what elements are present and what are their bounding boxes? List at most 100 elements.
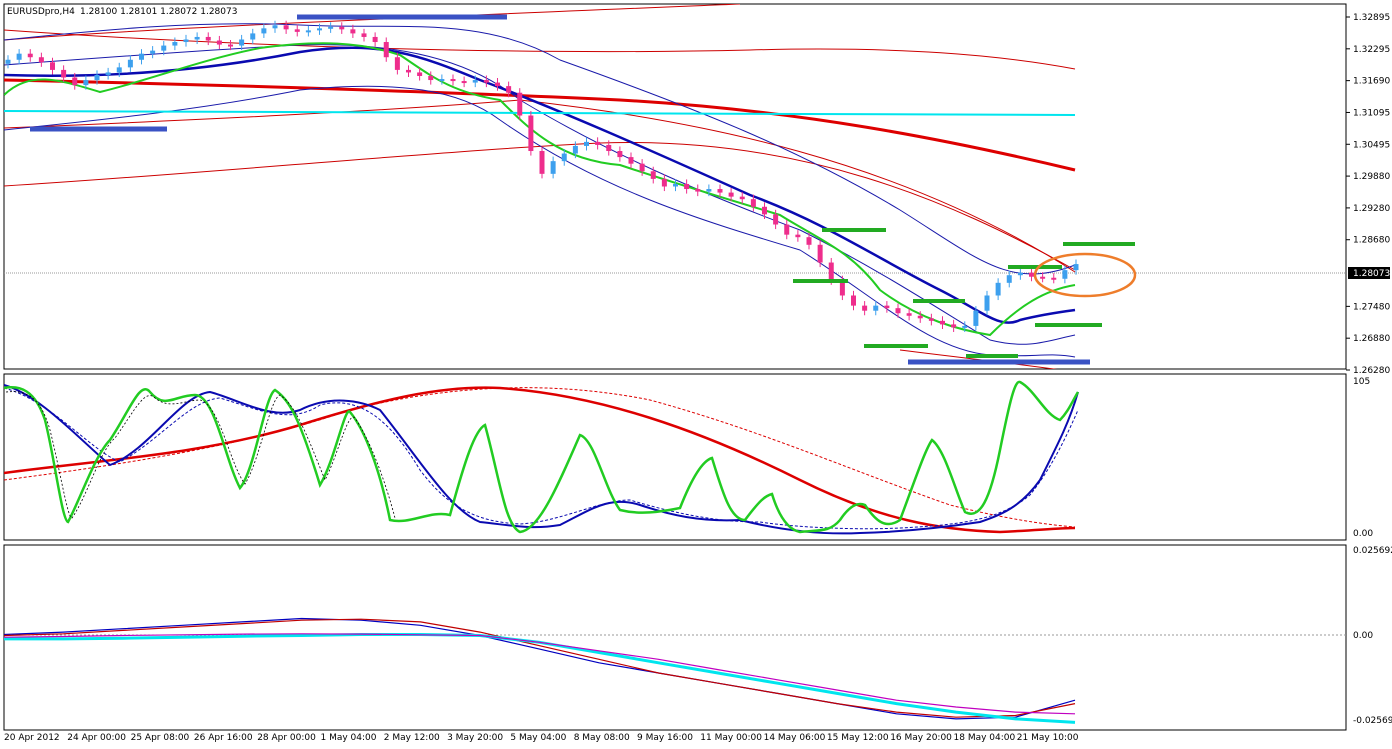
candle-body[interactable] xyxy=(728,192,734,197)
candle-body[interactable] xyxy=(50,62,55,70)
candle-body[interactable] xyxy=(895,308,901,314)
time-label: 21 May 10:00 xyxy=(1017,733,1079,743)
candle-body[interactable] xyxy=(461,81,467,84)
candle-body[interactable] xyxy=(739,196,745,200)
candle-body[interactable] xyxy=(617,151,623,158)
candle-body[interactable] xyxy=(773,214,779,225)
candle-body[interactable] xyxy=(150,50,156,54)
candle-body[interactable] xyxy=(873,305,879,311)
candle-body[interactable] xyxy=(962,325,968,328)
candle-body[interactable] xyxy=(1051,277,1057,280)
candle-body[interactable] xyxy=(684,183,690,190)
candle-body[interactable] xyxy=(661,178,667,187)
candle-body[interactable] xyxy=(1040,276,1046,279)
candle-body[interactable] xyxy=(706,189,712,192)
candle-body[interactable] xyxy=(328,26,334,29)
candle-body[interactable] xyxy=(428,75,434,81)
price-tick-label: 1.32895 xyxy=(1353,13,1390,23)
candle-body[interactable] xyxy=(539,151,545,174)
candle-body[interactable] xyxy=(862,305,868,311)
candle-body[interactable] xyxy=(828,262,834,281)
candle-body[interactable] xyxy=(105,72,111,75)
candle-body[interactable] xyxy=(27,53,33,58)
candle-body[interactable] xyxy=(1029,272,1034,277)
candle-body[interactable] xyxy=(995,282,1001,296)
candle-body[interactable] xyxy=(650,171,656,179)
candle-body[interactable] xyxy=(394,57,400,70)
candle-body[interactable] xyxy=(294,29,300,32)
candle-body[interactable] xyxy=(906,313,912,316)
candle-body[interactable] xyxy=(61,69,67,78)
candle-body[interactable] xyxy=(550,161,556,174)
candle-body[interactable] xyxy=(1017,272,1023,276)
candle-body[interactable] xyxy=(928,318,934,321)
candle-body[interactable] xyxy=(127,59,133,68)
candle-body[interactable] xyxy=(16,53,22,60)
candle-body[interactable] xyxy=(350,29,356,34)
candle-body[interactable] xyxy=(951,324,957,328)
candle-body[interactable] xyxy=(884,305,890,309)
candle-body[interactable] xyxy=(161,45,167,51)
candle-body[interactable] xyxy=(139,53,144,60)
candle-body[interactable] xyxy=(806,237,812,245)
candle-body[interactable] xyxy=(194,36,200,40)
candle-body[interactable] xyxy=(639,163,645,172)
candle-body[interactable] xyxy=(339,26,345,30)
candle-body[interactable] xyxy=(5,59,11,64)
candle-body[interactable] xyxy=(572,145,578,154)
candle-body[interactable] xyxy=(851,295,856,306)
candle-body[interactable] xyxy=(695,189,701,192)
candle-body[interactable] xyxy=(1062,270,1068,279)
candle-body[interactable] xyxy=(228,44,233,47)
candle-body[interactable] xyxy=(717,189,723,193)
candle-body[interactable] xyxy=(606,144,612,152)
candle-body[interactable] xyxy=(495,82,500,87)
candle-body[interactable] xyxy=(839,280,845,296)
candle-body[interactable] xyxy=(673,183,678,187)
candle-body[interactable] xyxy=(973,310,979,326)
candle-body[interactable] xyxy=(172,42,178,46)
candle-body[interactable] xyxy=(750,199,756,207)
candle-body[interactable] xyxy=(472,80,478,83)
candle-body[interactable] xyxy=(38,57,44,63)
candle-body[interactable] xyxy=(940,320,945,325)
candle-body[interactable] xyxy=(762,206,767,215)
candle-body[interactable] xyxy=(116,67,122,73)
highlight-ellipse[interactable] xyxy=(1033,252,1137,298)
candle-body[interactable] xyxy=(406,69,411,73)
candle-body[interactable] xyxy=(72,77,78,86)
candle-body[interactable] xyxy=(595,141,601,145)
candle-body[interactable] xyxy=(561,153,567,162)
candle-body[interactable] xyxy=(984,295,990,311)
candle-body[interactable] xyxy=(450,79,456,82)
candle-body[interactable] xyxy=(261,28,267,34)
candle-body[interactable] xyxy=(528,115,534,152)
candle-body[interactable] xyxy=(784,224,790,235)
candle-body[interactable] xyxy=(584,141,589,146)
candle-body[interactable] xyxy=(1073,264,1079,271)
candle-body[interactable] xyxy=(216,40,222,45)
candle-body[interactable] xyxy=(628,157,634,164)
candle-body[interactable] xyxy=(417,72,423,76)
candle-body[interactable] xyxy=(239,39,245,46)
candle-body[interactable] xyxy=(795,234,801,238)
candle-body[interactable] xyxy=(183,39,189,43)
candle-body[interactable] xyxy=(517,92,523,116)
candle-body[interactable] xyxy=(317,28,322,31)
candle-body[interactable] xyxy=(506,86,512,93)
candle-body[interactable] xyxy=(383,42,389,58)
candle-body[interactable] xyxy=(817,244,823,263)
candle-body[interactable] xyxy=(283,25,289,30)
candle-body[interactable] xyxy=(305,30,311,33)
candle-body[interactable] xyxy=(483,80,489,83)
candle-body[interactable] xyxy=(272,25,278,29)
candle-body[interactable] xyxy=(439,79,445,82)
candle-body[interactable] xyxy=(1006,275,1012,283)
candle-body[interactable] xyxy=(372,36,378,43)
candle-body[interactable] xyxy=(205,36,211,41)
candle-body[interactable] xyxy=(94,74,100,81)
candle-body[interactable] xyxy=(917,315,923,319)
candle-body[interactable] xyxy=(83,80,89,86)
candle-body[interactable] xyxy=(361,33,367,37)
candle-body[interactable] xyxy=(250,33,256,40)
